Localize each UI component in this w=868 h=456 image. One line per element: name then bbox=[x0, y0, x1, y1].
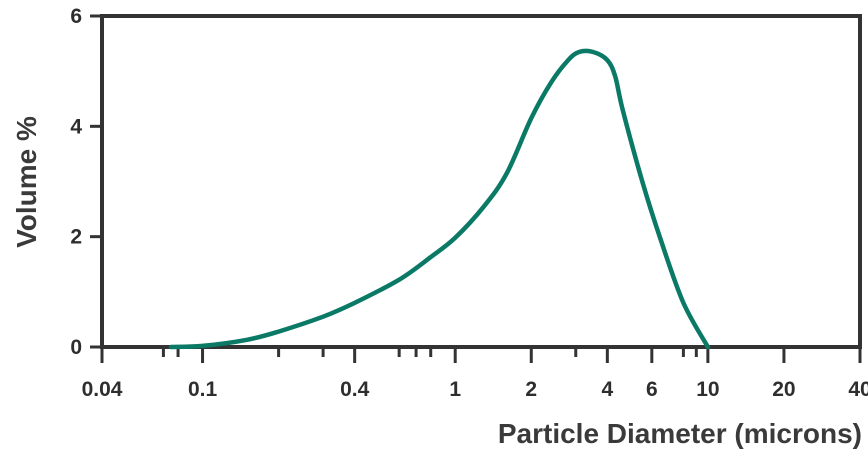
x-tick-label: 0.1 bbox=[188, 378, 218, 401]
y-tick-label: 0 bbox=[70, 336, 82, 359]
y-tick-label: 6 bbox=[70, 5, 82, 28]
plot-border bbox=[100, 14, 862, 349]
x-tick-label: 6 bbox=[646, 378, 658, 401]
x-tick-label: 0.04 bbox=[82, 378, 123, 401]
x-tick-label: 0.4 bbox=[340, 378, 370, 401]
x-axis-ticks: 0.04 0.1 0.4 1 2 4 6 10 20 40 bbox=[82, 347, 868, 401]
x-axis-label: Particle Diameter (microns) bbox=[498, 418, 862, 449]
x-tick-label: 1 bbox=[449, 378, 461, 401]
series-line bbox=[168, 48, 711, 350]
series-layer bbox=[168, 48, 711, 350]
x-tick-label: 2 bbox=[525, 378, 537, 401]
y-tick-label: 2 bbox=[70, 226, 82, 249]
x-tick-label: 4 bbox=[601, 378, 613, 401]
y-tick-label: 4 bbox=[70, 115, 82, 138]
plot-frame bbox=[100, 14, 862, 349]
y-axis-label: Volume % bbox=[11, 116, 42, 248]
x-tick-label: 40 bbox=[848, 378, 868, 401]
x-tick-label: 10 bbox=[696, 378, 719, 401]
y-axis-ticks: 0 2 4 6 bbox=[70, 5, 102, 359]
x-tick-label: 20 bbox=[772, 378, 795, 401]
